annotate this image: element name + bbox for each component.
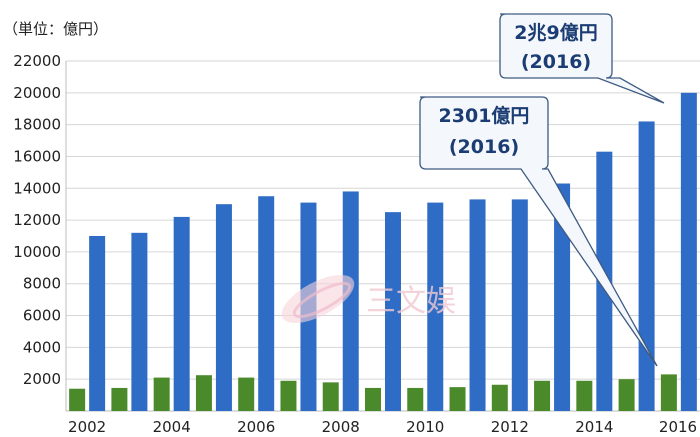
bar-green-2015	[618, 379, 635, 411]
bar-green-2014	[576, 380, 593, 411]
gridlines	[65, 60, 700, 412]
watermark-logo-ring-icon	[292, 281, 352, 319]
y-tick-label: 22000	[13, 52, 61, 70]
bar-blue-2008	[342, 191, 359, 411]
callout-green: 2301億円 (2016)	[419, 96, 658, 367]
x-tick-label: 2006	[237, 418, 275, 436]
bar-green-2009	[365, 387, 381, 411]
x-tick-label: 2012	[491, 418, 529, 436]
x-tick-label: 2008	[322, 418, 360, 436]
callout-blue-box	[499, 13, 665, 104]
y-tick-label: 10000	[13, 243, 61, 261]
bar-green-2012	[491, 384, 508, 411]
bar-green-2010	[407, 387, 424, 411]
watermark-logo-icon	[281, 274, 355, 324]
y-tick-label: 2000	[23, 370, 61, 388]
callout-blue: 2兆9億円 (2016)	[499, 13, 665, 104]
bar-green-2003	[111, 387, 128, 411]
axis-ticks: 2000 4000 6000 8000 10000 12000 14000 16000 1800…	[13, 52, 697, 436]
bar-green-2006	[238, 377, 255, 411]
bars	[69, 92, 697, 412]
bar-green-2007	[280, 380, 297, 411]
bar-blue-2009	[385, 212, 401, 411]
y-tick-label: 4000	[23, 338, 61, 356]
callout-blue-value: 2兆9億円	[514, 21, 597, 44]
x-tick-label: 2014	[575, 418, 613, 436]
bar-green-2002	[69, 388, 86, 411]
callout-green-year: (2016)	[449, 136, 519, 158]
bar-green-2013	[534, 380, 551, 411]
callout-green-box	[419, 96, 658, 367]
bar-blue-2012	[511, 199, 528, 411]
bar-blue-2005	[215, 204, 232, 411]
watermark: 三文娱	[281, 274, 456, 324]
x-tick-label: 2004	[153, 418, 191, 436]
y-tick-label: 20000	[13, 84, 61, 102]
bar-blue-2015	[638, 121, 655, 412]
x-tick-label: 2002	[68, 418, 106, 436]
callout-green-value: 2301億円	[439, 104, 530, 127]
y-tick-label: 18000	[13, 116, 61, 134]
y-tick-label: 16000	[13, 147, 61, 165]
bar-blue-2004	[173, 216, 190, 411]
bar-green-2008	[322, 382, 339, 411]
bar-blue-2013	[554, 183, 571, 411]
bar-blue-2010	[427, 202, 444, 411]
y-tick-label: 6000	[23, 307, 61, 325]
bar-blue-2016	[680, 92, 697, 412]
y-tick-label: 8000	[23, 275, 61, 293]
bar-blue-2002	[89, 236, 106, 411]
watermark-text: 三文娱	[366, 284, 456, 319]
bar-green-2005	[195, 375, 212, 411]
x-tick-label: 2016	[659, 418, 697, 436]
x-tick-label: 2010	[406, 418, 444, 436]
y-tick-label: 14000	[13, 179, 61, 197]
bar-blue-2011	[469, 199, 486, 411]
bar-green-2004	[153, 377, 170, 411]
bar-green-2011	[449, 387, 466, 411]
unit-label: （単位：億円）	[3, 20, 108, 38]
bar-blue-2003	[131, 232, 148, 411]
bar-blue-2006	[258, 196, 275, 411]
y-tick-label: 12000	[13, 211, 61, 229]
bar-green-2016	[660, 374, 677, 411]
callout-blue-year: (2016)	[521, 51, 591, 73]
